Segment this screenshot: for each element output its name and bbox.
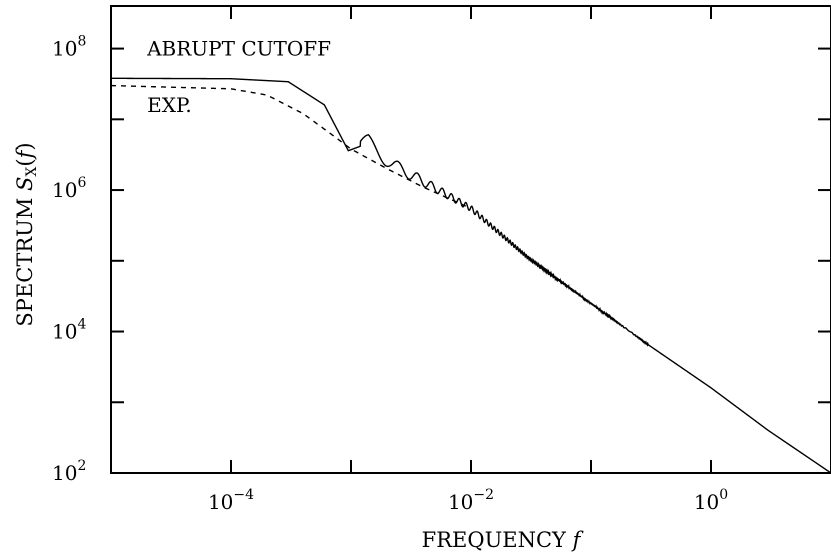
y-axis-title-word: SPECTRUM (13, 191, 37, 327)
series-layer (110, 77, 831, 474)
y-tick-label-base: 10 (52, 178, 77, 202)
x-tick-label: 100 (694, 487, 728, 514)
x-tick-label-exponent: −4 (233, 487, 254, 503)
series-label-0: ABRUPT CUTOFF (146, 37, 331, 61)
y-tick-label-base: 10 (52, 320, 77, 344)
x-tick-label-exponent: 0 (719, 487, 728, 503)
y-tick-label-exponent: 6 (77, 175, 86, 191)
y-axis-title: SPECTRUM SX(f) (13, 142, 40, 326)
y-tick-label: 106 (52, 175, 86, 202)
y-tick-label-exponent: 4 (77, 317, 86, 333)
plot-frame (110, 5, 831, 474)
series-abrupt-cutoff-line (111, 77, 831, 474)
x-tick-label-base: 10 (448, 490, 473, 514)
y-axis-title-symbol: S (13, 177, 37, 191)
y-axis-title-paren-close: ) (13, 142, 37, 150)
y-tick-label: 108 (52, 34, 86, 61)
y-tick-label-exponent: 8 (77, 34, 86, 50)
y-axis-title-paren-open: ( (13, 158, 37, 166)
y-axis-title-subscript: X (24, 167, 40, 177)
x-axis-title-word: FREQUENCY (422, 528, 573, 552)
y-tick-label: 102 (52, 458, 86, 485)
x-tick-label-base: 10 (208, 490, 233, 514)
y-tick-label: 104 (52, 317, 86, 344)
series-label-1: EXP. (147, 93, 192, 117)
y-tick-label-exponent: 2 (77, 458, 86, 474)
x-tick-label: 10−4 (208, 487, 254, 514)
x-tick-label: 10−2 (448, 487, 494, 514)
y-axis-title-var: f (13, 147, 37, 160)
x-axis-title: FREQUENCY f (422, 528, 584, 552)
annotation-layer: ABRUPT CUTOFF EXP. (146, 37, 331, 117)
y-tick-label-base: 10 (52, 461, 77, 485)
x-tick-label-base: 10 (694, 490, 719, 514)
x-tick-label-exponent: −2 (473, 487, 494, 503)
series-exp-line (110, 84, 472, 210)
x-axis-title-var: f (571, 528, 584, 552)
y-tick-label-base: 10 (52, 37, 77, 61)
